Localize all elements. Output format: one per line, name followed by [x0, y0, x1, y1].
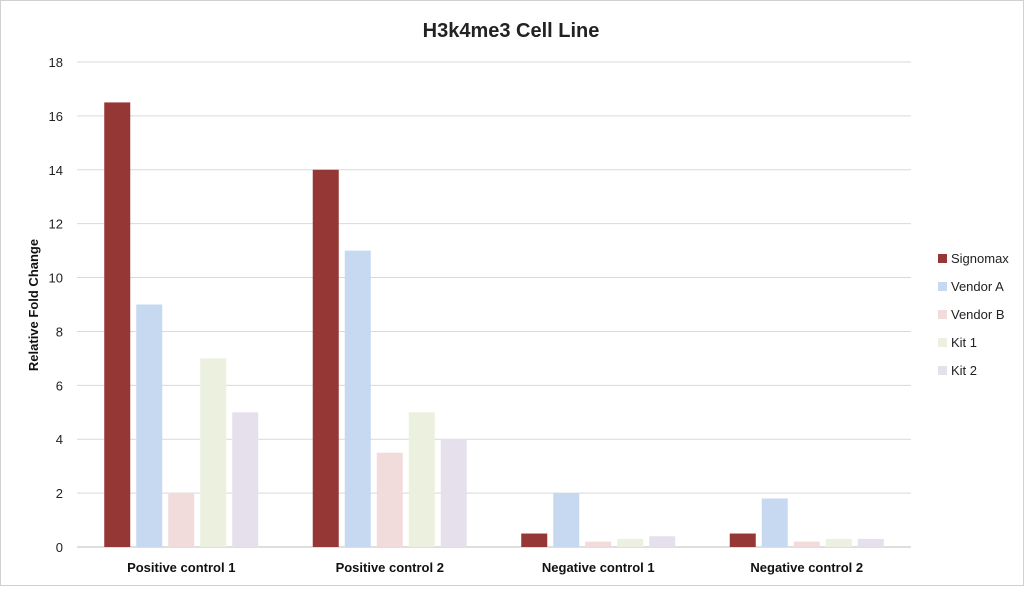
y-tick-label: 2 — [56, 486, 63, 501]
y-tick-label: 16 — [49, 109, 63, 124]
bar-kit-2-positive-control-1 — [232, 412, 259, 547]
y-tick-label: 12 — [49, 217, 63, 232]
y-axis-ticks: 0 2 4 6 8 10 12 14 16 18 — [49, 55, 63, 555]
bar-vendor-a-positive-control-1 — [136, 304, 163, 547]
legend: Signomax Vendor A Vendor B Kit 1 Kit 2 — [938, 251, 1009, 378]
legend-label-kit-2: Kit 2 — [951, 363, 977, 378]
y-tick-label: 18 — [49, 55, 63, 70]
legend-swatch-vendor-b — [938, 310, 947, 319]
bar-vendor-b-negative-control-1 — [585, 541, 612, 547]
bar-kit-1-negative-control-2 — [825, 538, 852, 547]
bar-vendor-b-positive-control-1 — [168, 493, 195, 547]
bar-vendor-a-positive-control-2 — [344, 250, 371, 547]
legend-label-vendor-b: Vendor B — [951, 307, 1005, 322]
x-tick-label: Positive control 2 — [336, 560, 444, 575]
bars — [104, 102, 884, 548]
legend-label-signomax: Signomax — [951, 251, 1009, 266]
y-tick-label: 4 — [56, 432, 63, 447]
bar-signomax-positive-control-1 — [104, 102, 131, 548]
bar-kit-1-positive-control-2 — [408, 412, 435, 547]
legend-swatch-kit-1 — [938, 338, 947, 347]
y-tick-label: 14 — [49, 163, 63, 178]
x-axis-ticks: Positive control 1 Positive control 2 Nega… — [127, 560, 863, 575]
y-tick-label: 6 — [56, 378, 63, 393]
bar-kit-2-negative-control-1 — [649, 536, 676, 547]
y-axis-label: Relative Fold Change — [26, 239, 41, 371]
bar-vendor-a-negative-control-2 — [761, 498, 788, 547]
bar-vendor-b-positive-control-2 — [376, 452, 403, 547]
y-tick-label: 10 — [49, 271, 63, 286]
bar-vendor-a-negative-control-1 — [553, 493, 580, 547]
legend-swatch-vendor-a — [938, 282, 947, 291]
x-tick-label: Positive control 1 — [127, 560, 235, 575]
legend-swatch-signomax — [938, 254, 947, 263]
y-tick-label: 0 — [56, 540, 63, 555]
bar-signomax-negative-control-1 — [521, 533, 548, 547]
bar-signomax-negative-control-2 — [729, 533, 756, 547]
y-tick-label: 8 — [56, 324, 63, 339]
x-tick-label: Negative control 1 — [542, 560, 655, 575]
bar-signomax-positive-control-2 — [312, 169, 339, 547]
legend-swatch-kit-2 — [938, 366, 947, 375]
bar-kit-1-positive-control-1 — [200, 358, 227, 547]
bar-kit-2-negative-control-2 — [857, 538, 884, 547]
bar-kit-1-negative-control-1 — [617, 538, 644, 547]
bar-kit-2-positive-control-2 — [440, 439, 467, 547]
legend-label-kit-1: Kit 1 — [951, 335, 977, 350]
bar-vendor-b-negative-control-2 — [793, 541, 820, 547]
legend-label-vendor-a: Vendor A — [951, 279, 1004, 294]
chart-title: H3k4me3 Cell Line — [423, 20, 600, 42]
x-tick-label: Negative control 2 — [750, 560, 863, 575]
